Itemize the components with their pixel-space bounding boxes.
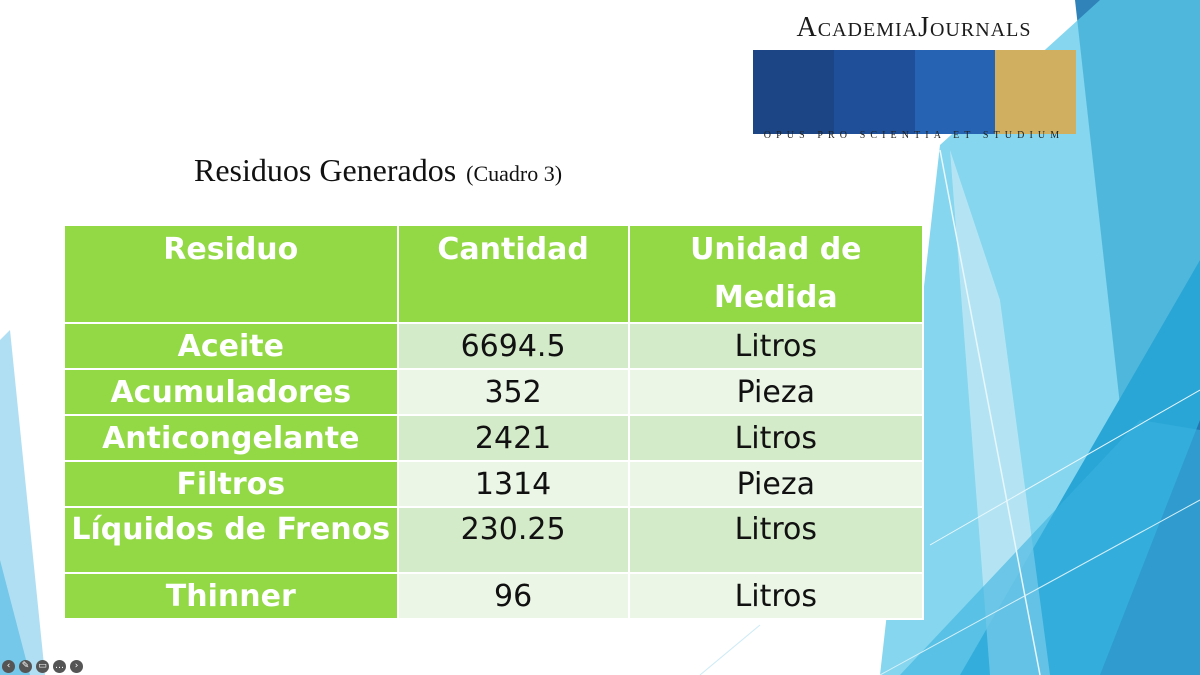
background-line xyxy=(929,389,1200,546)
cell-cantidad: 96 xyxy=(396,572,630,620)
cell-residuo: Líquidos de Frenos xyxy=(63,506,399,574)
slide-title: Residuos Generados (Cuadro 3) xyxy=(194,152,562,189)
header-unidad: Unidad de Medida xyxy=(627,224,925,324)
next-slide-icon[interactable]: › xyxy=(70,660,83,673)
pen-icon[interactable]: ✎ xyxy=(19,660,32,673)
table-row: Anticongelante 2421 Litros xyxy=(63,414,925,462)
cell-unidad: Pieza xyxy=(627,368,925,416)
background-line xyxy=(939,149,1041,675)
header-residuo: Residuo xyxy=(63,224,399,324)
waste-table: Residuo Cantidad Unidad de Medida Aceite… xyxy=(63,224,925,620)
player-controls: ‹ ✎ ▭ … › xyxy=(2,660,83,673)
logo-name-part: Academia xyxy=(796,12,919,43)
cell-residuo: Anticongelante xyxy=(63,414,399,462)
logo-bar xyxy=(753,50,834,134)
cell-unidad: Litros xyxy=(627,506,925,574)
background-facet xyxy=(900,420,1200,675)
more-options-icon[interactable]: … xyxy=(53,660,66,673)
cell-cantidad: 2421 xyxy=(396,414,630,462)
logo-bar xyxy=(914,50,996,134)
slide-title-main: Residuos Generados xyxy=(194,152,457,188)
logo-name-part: Journals xyxy=(918,12,1032,43)
previous-slide-icon[interactable]: ‹ xyxy=(2,660,15,673)
background-line xyxy=(879,499,1200,675)
academia-journals-logo: Academia Journals OPUS PRO SCIENTIA ET ST… xyxy=(752,6,1076,146)
cell-unidad: Litros xyxy=(627,414,925,462)
logo-name: Academia Journals xyxy=(752,6,1076,50)
cell-residuo: Filtros xyxy=(63,460,399,508)
captions-icon[interactable]: ▭ xyxy=(36,660,49,673)
logo-color-bars xyxy=(753,50,1076,134)
cell-cantidad: 352 xyxy=(396,368,630,416)
cell-cantidad: 1314 xyxy=(396,460,630,508)
table-row: Líquidos de Frenos 230.25 Litros xyxy=(63,506,925,574)
logo-bar xyxy=(833,50,915,134)
cell-cantidad: 230.25 xyxy=(396,506,630,574)
background-line xyxy=(699,624,761,675)
cell-unidad: Litros xyxy=(627,322,925,370)
logo-motto: OPUS PRO SCIENTIA ET STUDIUM xyxy=(763,130,1065,141)
table-row: Filtros 1314 Pieza xyxy=(63,460,925,508)
header-cantidad: Cantidad xyxy=(396,224,630,324)
cell-unidad: Pieza xyxy=(627,460,925,508)
cell-unidad: Litros xyxy=(627,572,925,620)
logo-bar xyxy=(995,50,1076,134)
background-facet xyxy=(0,560,30,675)
cell-residuo: Acumuladores xyxy=(63,368,399,416)
slide-title-sub: (Cuadro 3) xyxy=(466,161,563,186)
background-facet xyxy=(0,330,45,675)
cell-residuo: Thinner xyxy=(63,572,399,620)
table-row: Aceite 6694.5 Litros xyxy=(63,322,925,370)
table-header-row: Residuo Cantidad Unidad de Medida xyxy=(63,224,925,324)
cell-residuo: Aceite xyxy=(63,322,399,370)
cell-cantidad: 6694.5 xyxy=(396,322,630,370)
table-row: Acumuladores 352 Pieza xyxy=(63,368,925,416)
table-row: Thinner 96 Litros xyxy=(63,572,925,620)
